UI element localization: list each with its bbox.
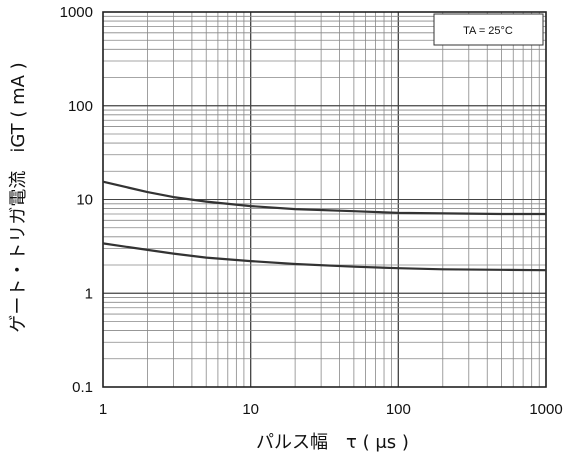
series-layer <box>102 180 547 272</box>
y-tick-label: 1000 <box>60 4 93 21</box>
annotation-text: TA = 25°C <box>463 25 513 37</box>
y-axis-label: ゲート・トリガ電流 iGT ( mA ) <box>8 62 29 332</box>
x-tick-label: 1 <box>99 401 107 418</box>
x-tick-label: 100 <box>386 401 411 418</box>
plot-frame <box>102 11 547 388</box>
x-tick-label: 10 <box>242 401 259 418</box>
y-tick-label: 100 <box>68 98 93 115</box>
annotation-frame <box>433 13 544 46</box>
grid <box>102 11 547 388</box>
y-tick-labels: 0.1 1 10 100 1000 <box>60 4 93 396</box>
series-line-1 <box>102 180 546 216</box>
y-tick-label: 0.1 <box>72 379 93 396</box>
x-tick-label: 1000 <box>529 401 562 418</box>
x-axis-label: パルス幅 τ ( μs ) <box>256 432 409 453</box>
annotation-box: TA = 25°C <box>433 13 544 46</box>
y-tick-label: 1 <box>85 285 93 302</box>
y-tick-label: 10 <box>76 192 93 209</box>
x-tick-labels: 1 10 100 1000 <box>99 401 563 418</box>
series-line-2 <box>102 242 547 272</box>
